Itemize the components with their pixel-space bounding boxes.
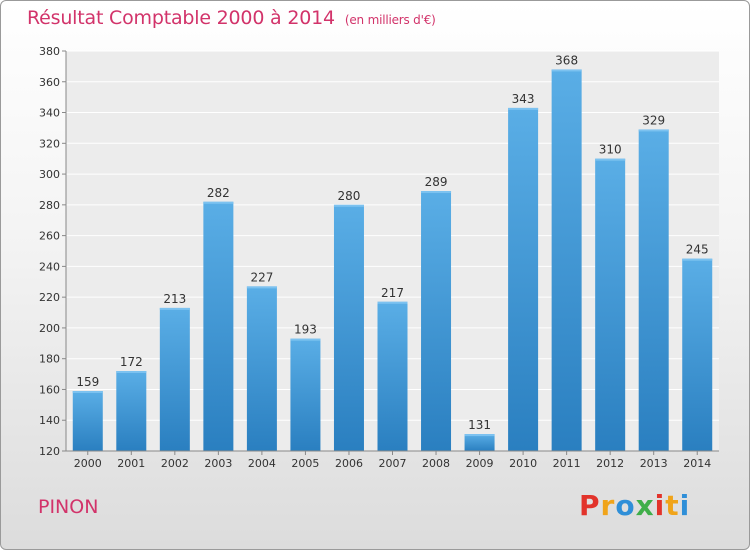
x-tick-label: 2003 [204, 457, 232, 470]
logo-letter: i [654, 489, 666, 522]
bar [551, 69, 582, 451]
y-tick-label: 320 [39, 137, 60, 150]
x-tick-label: 2009 [466, 457, 494, 470]
data-label: 131 [468, 418, 491, 432]
y-tick-label: 300 [39, 168, 60, 181]
bar-cap [421, 191, 452, 193]
bar-cap [377, 301, 408, 304]
y-tick-label: 240 [39, 260, 60, 273]
bar [290, 338, 321, 451]
y-tick-label: 140 [39, 414, 60, 427]
y-tick-label: 380 [39, 45, 60, 58]
proxiti-logo[interactable]: Proxiti [579, 489, 690, 522]
bar-cap [116, 371, 147, 373]
data-label: 245 [686, 243, 709, 257]
y-tick-label: 360 [39, 76, 60, 89]
data-label: 329 [642, 113, 665, 127]
bar-cap [333, 204, 364, 207]
x-tick-label: 2007 [379, 457, 407, 470]
x-tick-label: 2005 [291, 457, 319, 470]
chart-title-text: Résultat Comptable 2000 à 2014 [27, 7, 335, 29]
y-tick-label: 260 [39, 230, 60, 243]
bar-cap [682, 258, 713, 261]
x-tick-label: 2011 [553, 457, 581, 470]
x-tick-label: 2000 [74, 457, 102, 470]
data-label: 217 [381, 286, 404, 300]
bar [508, 107, 539, 451]
bars [72, 69, 713, 451]
data-label: 193 [294, 323, 317, 337]
x-tick-label: 2001 [117, 457, 145, 470]
bar [246, 286, 277, 451]
bar-cap [595, 158, 626, 161]
data-label: 310 [599, 143, 622, 157]
bar [638, 129, 669, 451]
data-label: 368 [555, 53, 578, 67]
bar-cap [159, 307, 190, 310]
bar [464, 434, 495, 451]
bar [203, 201, 234, 451]
logo-letter: t [665, 489, 680, 522]
bar-cap [246, 286, 277, 289]
bar [421, 191, 452, 451]
y-tick-label: 180 [39, 353, 60, 366]
y-tick-label: 220 [39, 291, 60, 304]
x-tick-label: 2010 [509, 457, 537, 470]
x-tick-label: 2013 [640, 457, 668, 470]
data-label: 227 [250, 270, 273, 284]
data-labels: 159 172 213 282 227 193 280 217 289 131 343 368 310 3… [76, 53, 708, 432]
bar [159, 307, 190, 451]
data-label: 172 [120, 355, 143, 369]
y-tick-label: 280 [39, 199, 60, 212]
logo-letter: o [615, 489, 636, 522]
bar [72, 391, 103, 451]
x-tick-label: 2008 [422, 457, 450, 470]
commune-name: PINON [38, 496, 99, 518]
data-label: 343 [512, 92, 535, 106]
bar-cap [638, 129, 669, 132]
data-label: 282 [207, 186, 230, 200]
chart-unit: (en milliers d'€) [344, 13, 436, 27]
logo-letter: P [579, 489, 601, 522]
axes: 120 140 160 180 200 220 240 260 280 300 320 340 360 3… [39, 45, 719, 470]
x-tick-label: 2012 [596, 457, 624, 470]
x-tick-label: 2002 [161, 457, 189, 470]
y-tick-label: 340 [39, 107, 60, 120]
bar-cap [290, 338, 321, 341]
bar-cap [203, 201, 234, 204]
data-label: 213 [163, 292, 186, 306]
bar [595, 158, 626, 451]
bar [682, 258, 713, 451]
bar-cap [551, 69, 582, 72]
bar-cap [72, 391, 103, 393]
bar [377, 301, 408, 451]
bar-cap [464, 434, 495, 437]
logo-letter: x [635, 489, 655, 522]
logo-letter: r [600, 489, 616, 522]
bar [116, 371, 147, 451]
bar-cap [508, 107, 539, 110]
logo-letter: i [679, 489, 691, 522]
x-tick-label: 2004 [248, 457, 276, 470]
chart-title: Résultat Comptable 2000 à 2014 (en millie… [27, 7, 436, 29]
x-tick-label: 2006 [335, 457, 363, 470]
x-tick-label: 2014 [683, 457, 711, 470]
y-tick-label: 120 [39, 445, 60, 458]
y-tick-label: 160 [39, 383, 60, 396]
bar [333, 204, 364, 451]
data-label: 289 [425, 175, 448, 189]
data-label: 159 [76, 375, 99, 389]
y-tick-label: 200 [39, 322, 60, 335]
data-label: 280 [338, 189, 361, 203]
